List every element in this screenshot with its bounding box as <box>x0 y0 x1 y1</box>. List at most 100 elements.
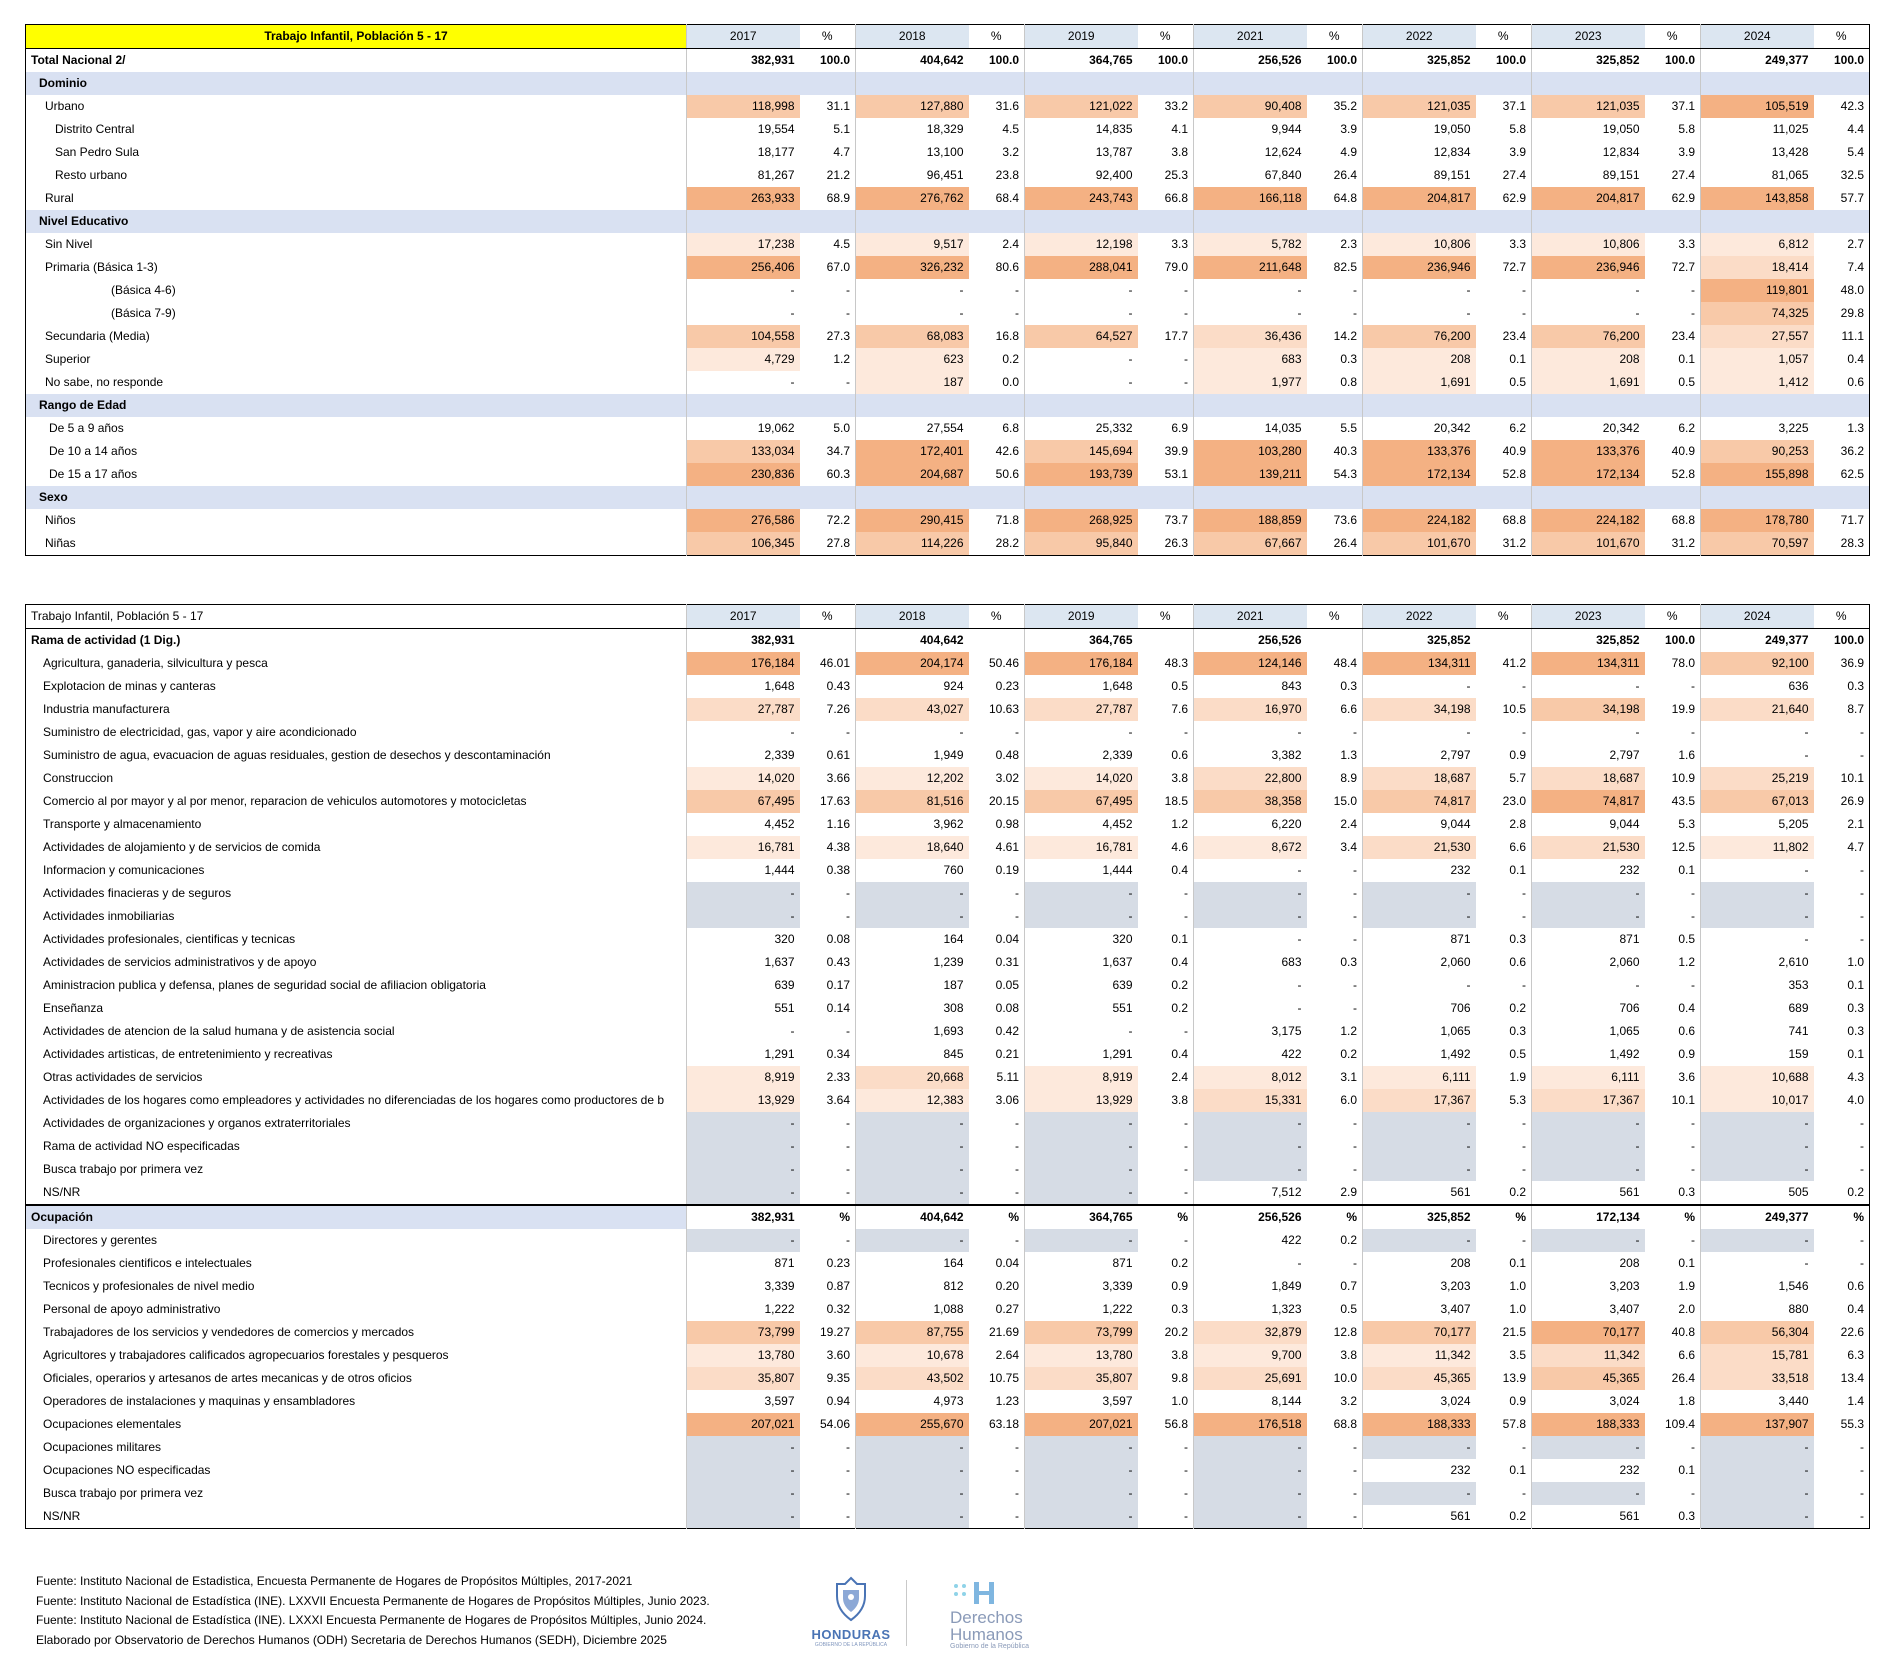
value-cell: 12,202 <box>855 767 969 790</box>
row-label: Distrito Central <box>55 122 135 136</box>
percent-cell: 4.38 <box>826 840 850 854</box>
value-cell: 103,280 <box>1193 440 1307 463</box>
data-row: Ocupaciones militares - - - - - - - - - - - - - - <box>26 1436 1870 1459</box>
percent-cell: 0.2 <box>1171 1001 1188 1015</box>
percent-cell: 1.3 <box>1847 421 1864 435</box>
section-cell <box>1024 210 1138 233</box>
percent-cell: 10.5 <box>1502 702 1526 716</box>
value-cell: - <box>1362 1482 1476 1505</box>
header-column: % <box>1306 24 1363 49</box>
value-cell: 845 <box>855 1043 969 1066</box>
value-cell: 871 <box>1024 1252 1138 1275</box>
percent-cell: 100.0 <box>819 53 850 67</box>
percent-cell: 27.8 <box>826 536 850 550</box>
section-cell <box>1700 210 1814 233</box>
percent-cell: 3.2 <box>1340 1394 1357 1408</box>
data-row: Rama de actividad NO especificadas - - - - - -… <box>26 1135 1870 1158</box>
value-cell: 382,931 <box>686 48 800 72</box>
value-cell: 81,065 <box>1700 164 1814 187</box>
value-cell: - <box>686 905 800 928</box>
row-label: (Básica 4-6) <box>111 283 176 297</box>
value-cell: - <box>855 1181 969 1205</box>
percent-cell: 3.8 <box>1171 145 1188 159</box>
section-cell <box>686 394 800 417</box>
value-cell: 243,743 <box>1024 187 1138 210</box>
value-cell: 164 <box>855 1252 969 1275</box>
value-cell: 364,765 <box>1024 48 1138 72</box>
value-cell: 1,648 <box>1024 675 1138 698</box>
row-label: Directores y gerentes <box>43 1233 158 1247</box>
percent-cell: 3.4 <box>1340 840 1357 854</box>
header-row: Trabajo Infantil, Población 5 - 17 2017% 2… <box>25 24 1870 49</box>
section-cell <box>1362 486 1476 509</box>
percent-cell: 23.0 <box>1502 794 1526 808</box>
value-cell: - <box>686 1020 800 1043</box>
row-label: No sabe, no responde <box>45 375 164 389</box>
value-cell: 1,065 <box>1362 1020 1476 1043</box>
section-cell <box>1700 486 1814 509</box>
percent-cell: 0.3 <box>1340 679 1357 693</box>
value-cell: - <box>1700 721 1814 744</box>
value-cell: 325,852 <box>1362 48 1476 72</box>
percent-cell: 0.3 <box>1678 1509 1695 1523</box>
value-cell: - <box>855 302 969 325</box>
percent-cell: 1.2 <box>833 352 850 366</box>
value-cell: 21,530 <box>1362 836 1476 859</box>
percent-cell: 1.9 <box>1678 1279 1695 1293</box>
percent-cell: 23.4 <box>1671 329 1695 343</box>
value-cell: 224,182 <box>1362 509 1476 532</box>
header-title: Trabajo Infantil, Población 5 - 17 <box>25 24 687 49</box>
value-cell: - <box>1024 1020 1138 1043</box>
percent-cell: 5.0 <box>833 421 850 435</box>
percent-cell: 3.8 <box>1171 771 1188 785</box>
value-cell: 843 <box>1193 675 1307 698</box>
percent-cell: 60.3 <box>826 467 850 481</box>
percent-cell: - <box>846 1139 850 1153</box>
percent-cell: 0.5 <box>1340 1302 1357 1316</box>
section-cell <box>686 210 800 233</box>
value-cell: 15,331 <box>1193 1089 1307 1112</box>
value-cell: 67,495 <box>1024 790 1138 813</box>
percent-cell: 21.5 <box>1502 1325 1526 1339</box>
percent-cell: - <box>1015 1463 1019 1477</box>
value-cell: 13,929 <box>1024 1089 1138 1112</box>
value-cell: - <box>1700 1112 1814 1135</box>
percent-cell: - <box>1184 1509 1188 1523</box>
percent-cell: 42.3 <box>1840 99 1864 113</box>
data-row: Busca trabajo por primera vez - - - - - - - - - - -… <box>26 1158 1870 1181</box>
header-column: 2018 <box>855 24 969 49</box>
percent-cell: - <box>1691 909 1695 923</box>
percent-cell: 54.06 <box>819 1417 850 1431</box>
value-cell: - <box>1024 1229 1138 1252</box>
value-cell: - <box>1531 1158 1645 1181</box>
percent-cell: - <box>1522 978 1526 992</box>
row-label: Actividades de servicios administrativos… <box>43 955 317 969</box>
percent-cell: 31.1 <box>826 99 850 113</box>
percent-cell: 39.9 <box>1164 444 1188 458</box>
percent-cell: 19.27 <box>819 1325 850 1339</box>
value-cell: - <box>1531 1135 1645 1158</box>
value-cell: 1,637 <box>1024 951 1138 974</box>
value-cell: 27,557 <box>1700 325 1814 348</box>
percent-cell: - <box>1353 1256 1357 1270</box>
value-cell: 13,428 <box>1700 141 1814 164</box>
value-cell: 133,376 <box>1362 440 1476 463</box>
percent-cell: 78.0 <box>1671 656 1695 670</box>
percent-cell: 2.64 <box>995 1348 1019 1362</box>
data-row: Niñas 106,345 27.8 114,226 28.2 95,840 26.3 67,… <box>26 532 1870 556</box>
data-row: (Básica 7-9) - - - - - - - - - - - -74,325 29.8 <box>26 302 1870 325</box>
section-cell <box>1700 72 1814 95</box>
value-cell: 211,648 <box>1193 256 1307 279</box>
value-cell: 17,367 <box>1362 1089 1476 1112</box>
value-cell: - <box>686 1505 800 1529</box>
row-label: Resto urbano <box>55 168 128 182</box>
value-cell: 95,840 <box>1024 532 1138 556</box>
percent-cell: 3.06 <box>995 1093 1019 1107</box>
value-cell: 12,383 <box>855 1089 969 1112</box>
source-line: Fuente: Instituto Nacional de Estadístic… <box>36 1593 710 1608</box>
data-row: Total Nacional 2/382,931 100.0 404,642 100.… <box>26 48 1870 72</box>
section-cell <box>1362 72 1476 95</box>
row-label: Sin Nivel <box>45 237 93 251</box>
percent-cell: 82.5 <box>1333 260 1357 274</box>
